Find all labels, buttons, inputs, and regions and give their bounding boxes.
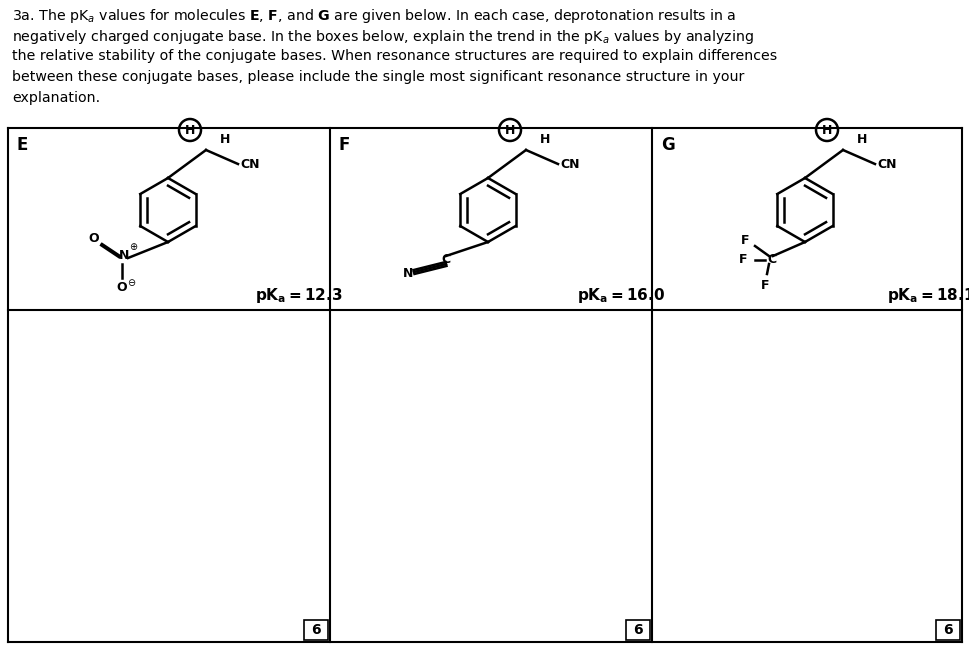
Text: CN: CN <box>239 159 260 172</box>
Text: H: H <box>504 124 515 136</box>
Text: ⊖: ⊖ <box>127 278 135 288</box>
Text: O: O <box>88 233 99 246</box>
Text: H: H <box>220 133 231 146</box>
Text: N: N <box>118 250 129 263</box>
Text: E: E <box>17 136 28 154</box>
Text: H: H <box>857 133 866 146</box>
Text: ⊕: ⊕ <box>129 242 137 252</box>
Text: C: C <box>766 254 776 266</box>
Text: between these conjugate bases, please include the single most significant resona: between these conjugate bases, please in… <box>12 70 743 84</box>
Text: F: F <box>740 235 748 248</box>
Text: H: H <box>185 124 195 136</box>
Text: H: H <box>821 124 831 136</box>
Text: C: C <box>441 254 450 266</box>
FancyBboxPatch shape <box>935 620 959 640</box>
Text: H: H <box>540 133 549 146</box>
Text: 6: 6 <box>942 623 952 637</box>
Text: $\mathbf{pK_a}$$\mathbf{ = }$$\mathbf{12.3}$: $\mathbf{pK_a}$$\mathbf{ = }$$\mathbf{12… <box>255 287 342 305</box>
FancyBboxPatch shape <box>303 620 328 640</box>
Text: explanation.: explanation. <box>12 91 100 105</box>
Text: F: F <box>738 254 746 266</box>
Text: CN: CN <box>559 159 578 172</box>
Text: 6: 6 <box>311 623 321 637</box>
Text: G: G <box>660 136 674 154</box>
Text: 6: 6 <box>633 623 642 637</box>
Text: $\mathbf{pK_a}$$\mathbf{ = }$$\mathbf{18.1}$: $\mathbf{pK_a}$$\mathbf{ = }$$\mathbf{18… <box>886 287 969 305</box>
Text: N: N <box>402 268 413 281</box>
Text: 3a. The pK$_a$ values for molecules $\mathbf{E}$, $\mathbf{F}$, and $\mathbf{G}$: 3a. The pK$_a$ values for molecules $\ma… <box>12 7 735 25</box>
Text: F: F <box>338 136 350 154</box>
Text: negatively charged conjugate base. In the boxes below, explain the trend in the : negatively charged conjugate base. In th… <box>12 28 753 46</box>
Text: the relative stability of the conjugate bases. When resonance structures are req: the relative stability of the conjugate … <box>12 49 776 63</box>
FancyBboxPatch shape <box>625 620 649 640</box>
Text: CN: CN <box>876 159 895 172</box>
Text: $\mathbf{pK_a}$$\mathbf{ = }$$\mathbf{16.0}$: $\mathbf{pK_a}$$\mathbf{ = }$$\mathbf{16… <box>577 287 665 305</box>
Text: F: F <box>760 280 768 292</box>
Text: O: O <box>116 281 127 294</box>
